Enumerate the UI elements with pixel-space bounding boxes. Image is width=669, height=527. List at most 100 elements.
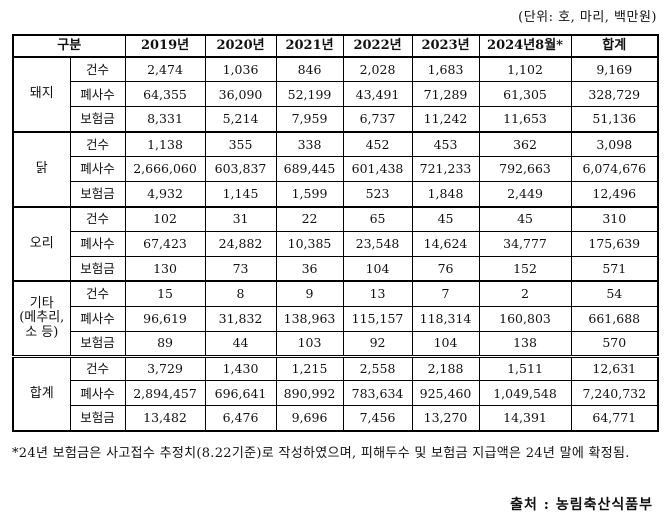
value-cell: 1,683: [411, 56, 480, 83]
metric-label: 보험금: [69, 405, 126, 432]
total-cell: 328,729: [570, 81, 659, 108]
unit-note: (단위: 호, 마리, 백만원): [518, 10, 657, 25]
table-row: 폐사수 67,423 24,882 10,385 23,548 14,624 34,777 1…: [13, 230, 659, 257]
livestock-insurance-table: 구분 2019년 2020년 2021년 2022년 2023년 2024년8월…: [12, 34, 660, 432]
value-cell: 44: [204, 330, 277, 357]
value-cell: 6,737: [342, 106, 413, 133]
header-year: 2024년8월*: [478, 34, 572, 58]
value-cell: 2,188: [411, 354, 480, 382]
total-cell: 7,240,732: [570, 380, 659, 407]
total-cell: 51,136: [570, 106, 659, 133]
value-cell: 52,199: [275, 81, 344, 108]
value-cell: 925,460: [411, 380, 480, 407]
footnote: *24년 보험금은 사고접수 추정치(8.22기준)로 작성하였으며, 피해두수…: [12, 446, 630, 461]
table-body: 돼지 건수 2,474 1,036 846 2,028 1,683 1,102 9,169 폐사수…: [12, 56, 659, 432]
total-cell: 64,771: [570, 405, 659, 432]
value-cell: 13,482: [124, 405, 206, 432]
total-cell: 571: [570, 255, 659, 282]
value-cell: 7,456: [342, 405, 413, 432]
value-cell: 1,049,548: [478, 380, 572, 407]
value-cell: 603,837: [204, 156, 277, 183]
table-row: 폐사수 2,894,457 696,641 890,992 783,634 925,460…: [13, 380, 659, 407]
metric-label: 건수: [69, 130, 126, 158]
value-cell: 1,102: [478, 56, 572, 83]
value-cell: 1,848: [411, 181, 480, 208]
metric-label: 폐사수: [69, 305, 126, 332]
value-cell: 22: [275, 205, 344, 232]
value-cell: 8,331: [124, 106, 206, 133]
value-cell: 115,157: [342, 305, 413, 332]
value-cell: 2,666,060: [124, 156, 206, 183]
value-cell: 452: [342, 130, 413, 158]
table-header-row: 구분 2019년 2020년 2021년 2022년 2023년 2024년8월…: [12, 34, 659, 58]
value-cell: 338: [275, 130, 344, 158]
value-cell: 1,138: [124, 130, 206, 158]
header-year: 2021년: [275, 34, 344, 58]
table-row: 보험금 8,331 5,214 7,959 6,737 11,242 11,653 51,13…: [13, 106, 659, 133]
value-cell: 6,476: [204, 405, 277, 432]
table-row: 보험금 4,932 1,145 1,599 523 1,848 2,449 12,496: [13, 181, 659, 208]
value-cell: 45: [411, 205, 480, 232]
total-cell: 570: [570, 330, 659, 357]
table-row: 돼지 건수 2,474 1,036 846 2,028 1,683 1,102 9,169: [12, 56, 659, 133]
value-cell: 138: [478, 330, 572, 357]
value-cell: 5,214: [204, 106, 277, 133]
total-cell: 12,496: [570, 181, 659, 208]
value-cell: 76: [411, 255, 480, 282]
value-cell: 13: [342, 280, 413, 307]
metric-label: 폐사수: [69, 380, 126, 407]
value-cell: 792,663: [478, 156, 572, 183]
value-cell: 45: [478, 205, 572, 232]
value-cell: 24,882: [204, 230, 277, 257]
value-cell: 696,641: [204, 380, 277, 407]
metric-label: 폐사수: [69, 81, 126, 108]
value-cell: 4,932: [124, 181, 206, 208]
value-cell: 152: [478, 255, 572, 282]
group-label: 기타 (메추리, 소 등): [12, 280, 71, 357]
value-cell: 2,894,457: [124, 380, 206, 407]
value-cell: 523: [342, 181, 413, 208]
metric-label: 건수: [69, 205, 126, 232]
group-label: 돼지: [12, 56, 71, 133]
value-cell: 355: [204, 130, 277, 158]
value-cell: 103: [275, 330, 344, 357]
value-cell: 104: [411, 330, 480, 357]
value-cell: 689,445: [275, 156, 344, 183]
value-cell: 1,511: [478, 354, 572, 382]
value-cell: 10,385: [275, 230, 344, 257]
value-cell: 601,438: [342, 156, 413, 183]
value-cell: 7,959: [275, 106, 344, 133]
metric-label: 폐사수: [69, 230, 126, 257]
value-cell: 362: [478, 130, 572, 158]
group-label: 닭: [12, 130, 71, 208]
source-credit: 출처 : 농림축산식품부: [510, 497, 653, 513]
total-cell: 310: [570, 205, 659, 232]
value-cell: 14,624: [411, 230, 480, 257]
value-cell: 2,474: [124, 56, 206, 83]
value-cell: 890,992: [275, 380, 344, 407]
value-cell: 2,558: [342, 354, 413, 382]
value-cell: 31: [204, 205, 277, 232]
value-cell: 8: [204, 280, 277, 307]
value-cell: 61,305: [478, 81, 572, 108]
value-cell: 43,491: [342, 81, 413, 108]
total-cell: 54: [570, 280, 659, 307]
group-label: 합계: [12, 354, 71, 432]
value-cell: 14,391: [478, 405, 572, 432]
header-year: 2022년: [342, 34, 413, 58]
metric-label: 보험금: [69, 106, 126, 133]
header-year: 2019년: [124, 34, 206, 58]
table-row: 보험금 13,482 6,476 9,696 7,456 13,270 14,391 64,7…: [13, 405, 659, 432]
metric-label: 건수: [69, 354, 126, 382]
value-cell: 138,963: [275, 305, 344, 332]
value-cell: 102: [124, 205, 206, 232]
group-label: 오리: [12, 205, 71, 282]
metric-label: 보험금: [69, 181, 126, 208]
value-cell: 783,634: [342, 380, 413, 407]
table-row: 폐사수 2,666,060 603,837 689,445 601,438 721,233…: [13, 156, 659, 183]
value-cell: 2,028: [342, 56, 413, 83]
value-cell: 36: [275, 255, 344, 282]
metric-label: 보험금: [69, 330, 126, 357]
value-cell: 67,423: [124, 230, 206, 257]
value-cell: 64,355: [124, 81, 206, 108]
